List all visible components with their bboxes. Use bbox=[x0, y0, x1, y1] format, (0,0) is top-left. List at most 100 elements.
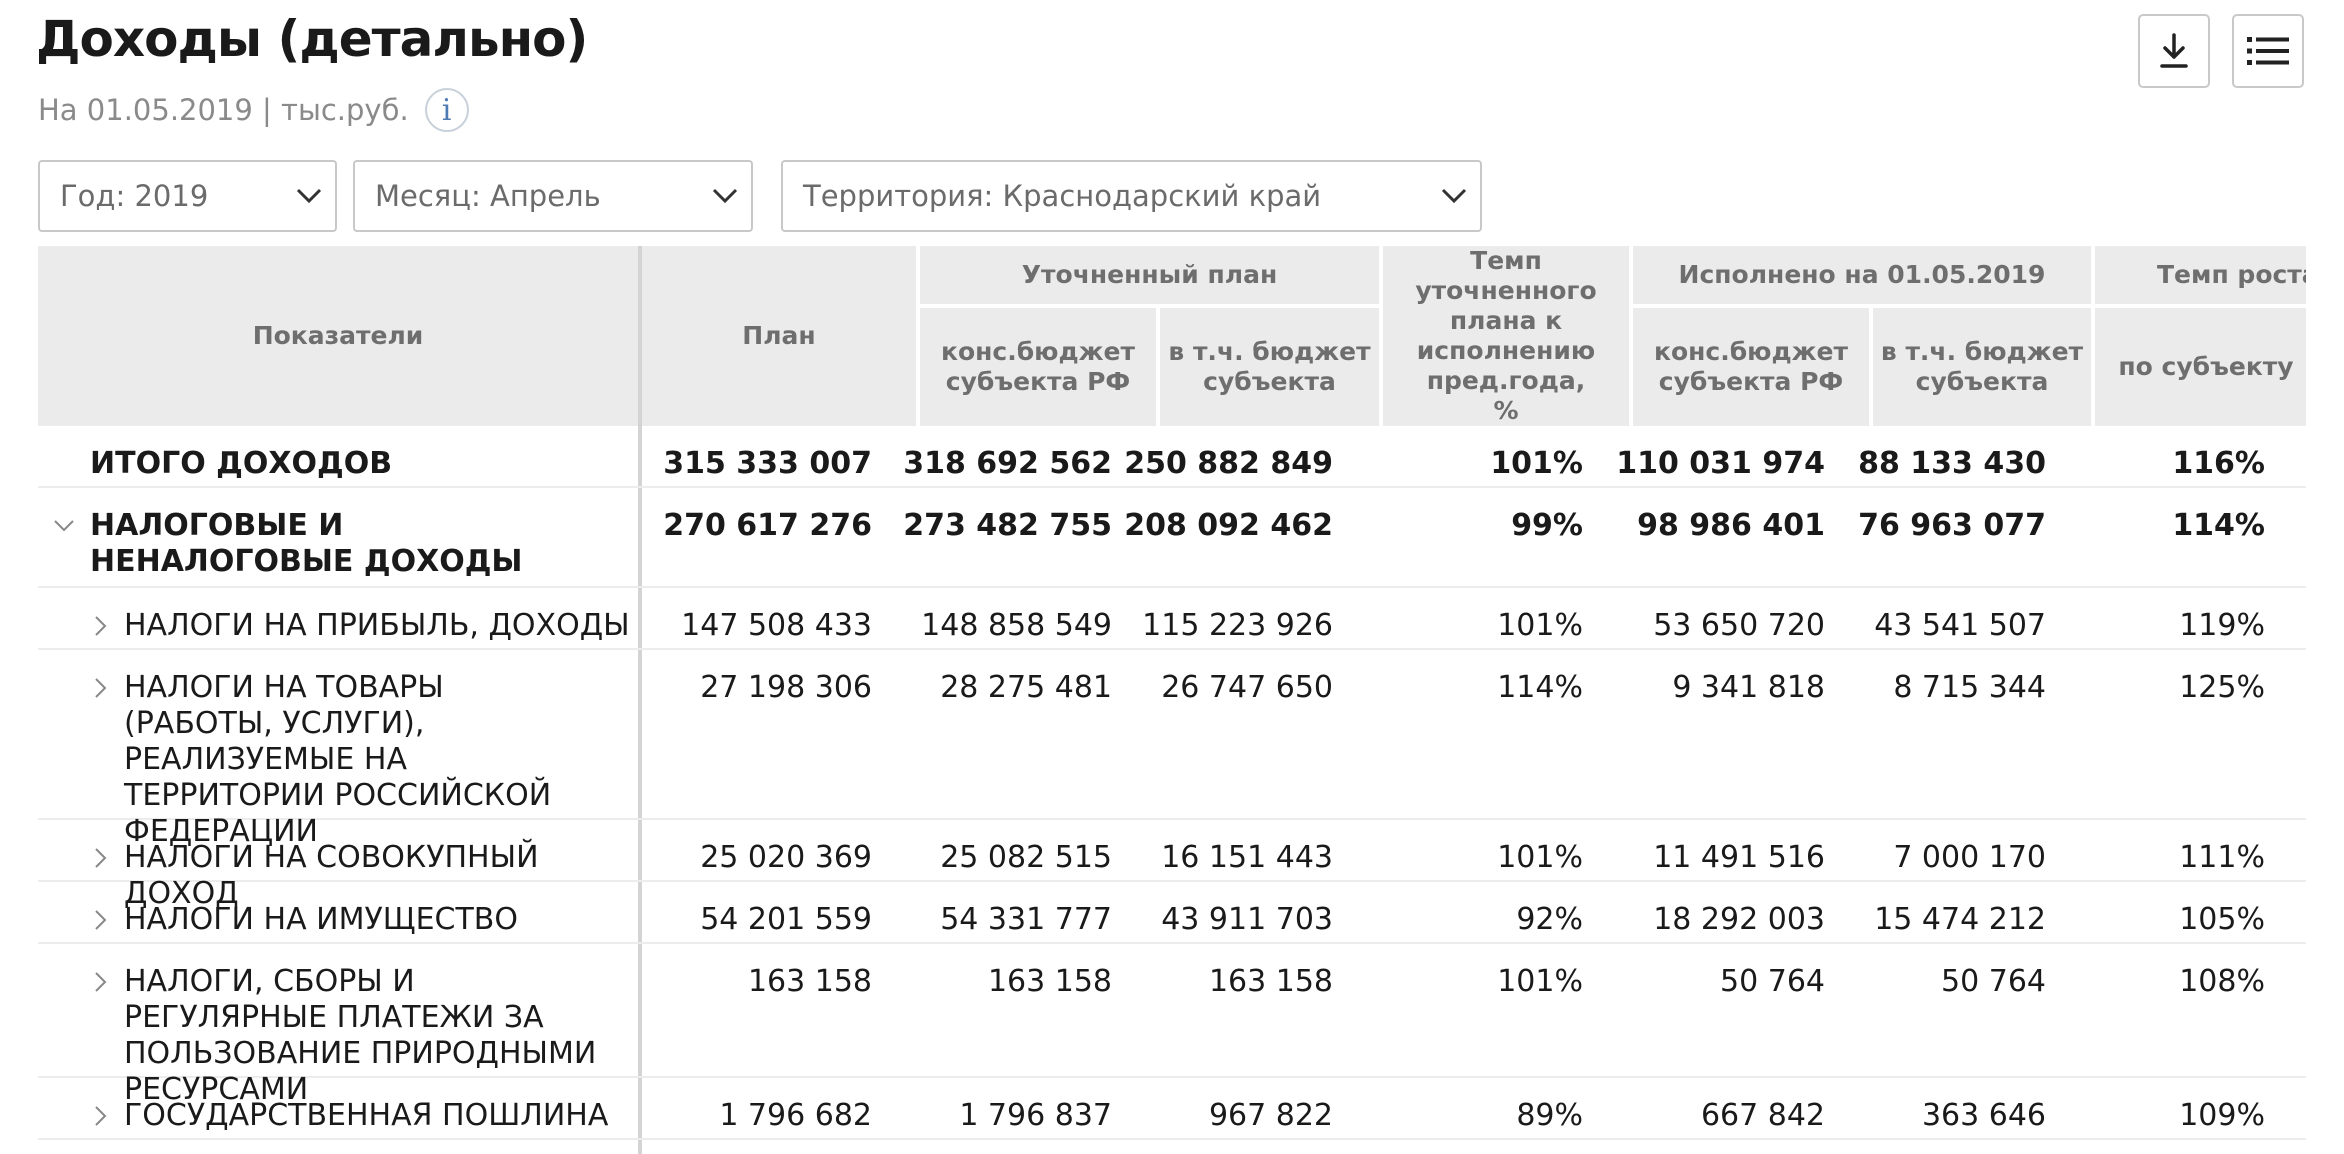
cell-e-incl: 363 646 bbox=[1921, 1098, 2046, 1133]
income-table: Показатели План Уточненный план конс.бюд… bbox=[38, 246, 2306, 1154]
cell-rate: 101% bbox=[1490, 446, 1583, 481]
table-row[interactable]: НАЛОГИ НА ИМУЩЕСТВО 54 201 559 54 331 777 4… bbox=[38, 882, 2306, 944]
cell-incl: 43 911 703 bbox=[1161, 902, 1333, 937]
cell-rate: 99% bbox=[1511, 508, 1583, 543]
cell-e-cons: 18 292 003 bbox=[1653, 902, 1825, 937]
year-select[interactable]: Год: 2019 bbox=[38, 160, 337, 232]
territory-select-value: Территория: Краснодарский край bbox=[803, 179, 1322, 213]
cell-cons: 273 482 755 bbox=[903, 508, 1112, 543]
cell-growth: 125% bbox=[2179, 670, 2265, 705]
cell-rate: 114% bbox=[1497, 670, 1583, 705]
cell-e-cons: 110 031 974 bbox=[1616, 446, 1825, 481]
chevron-right-icon[interactable] bbox=[88, 614, 112, 638]
col-rate-refined[interactable]: Темп уточненного плана к исполнению пред… bbox=[1383, 246, 1629, 426]
subtitle-text: На 01.05.2019 | тыс.руб. bbox=[38, 93, 409, 127]
cell-plan: 270 617 276 bbox=[663, 508, 872, 543]
cell-incl: 16 151 443 bbox=[1161, 840, 1333, 875]
chevron-right-icon[interactable] bbox=[88, 676, 112, 700]
col-refined-cons[interactable]: конс.бюджет субъекта РФ bbox=[920, 308, 1156, 426]
download-icon bbox=[2160, 33, 2188, 68]
month-select-value: Месяц: Апрель bbox=[375, 179, 601, 213]
cell-e-incl: 43 541 507 bbox=[1874, 608, 2046, 643]
list-icon bbox=[2247, 37, 2289, 65]
cell-cons: 148 858 549 bbox=[921, 608, 1112, 643]
col-plan[interactable]: План bbox=[642, 246, 916, 426]
year-select-value: Год: 2019 bbox=[60, 179, 209, 213]
cell-incl: 208 092 462 bbox=[1124, 508, 1333, 543]
cell-incl: 115 223 926 bbox=[1142, 608, 1333, 643]
col-group-refined-plan: Уточненный план bbox=[920, 246, 1379, 304]
cell-growth: 108% bbox=[2179, 964, 2265, 999]
table-row[interactable]: НАЛОГИ НА ПРИБЫЛЬ, ДОХОДЫ 147 508 433 148 … bbox=[38, 588, 2306, 650]
cell-incl: 250 882 849 bbox=[1124, 446, 1333, 481]
col-exec-cons[interactable]: конс.бюджет субъекта РФ bbox=[1633, 308, 1869, 426]
cell-cons: 318 692 562 bbox=[903, 446, 1112, 481]
frozen-column-divider bbox=[638, 246, 642, 1154]
cell-growth: 109% bbox=[2179, 1098, 2265, 1133]
cell-plan: 163 158 bbox=[747, 964, 872, 999]
month-select[interactable]: Месяц: Апрель bbox=[353, 160, 753, 232]
cell-plan: 147 508 433 bbox=[681, 608, 872, 643]
cell-cons: 54 331 777 bbox=[940, 902, 1112, 937]
chevron-down-icon[interactable] bbox=[52, 514, 76, 538]
col-exec-incl[interactable]: в т.ч. бюджет субъекта bbox=[1873, 308, 2091, 426]
chevron-down-icon bbox=[712, 188, 738, 204]
cell-cons: 28 275 481 bbox=[940, 670, 1112, 705]
chevron-right-icon[interactable] bbox=[88, 970, 112, 994]
cell-rate: 101% bbox=[1497, 608, 1583, 643]
col-indicators[interactable]: Показатели bbox=[38, 246, 638, 426]
cell-growth: 119% bbox=[2179, 608, 2265, 643]
cell-incl: 26 747 650 bbox=[1161, 670, 1333, 705]
cell-e-cons: 667 842 bbox=[1700, 1098, 1825, 1133]
cell-incl: 163 158 bbox=[1208, 964, 1333, 999]
cell-plan: 54 201 559 bbox=[700, 902, 872, 937]
cell-growth: 116% bbox=[2172, 446, 2265, 481]
row-name: НАЛОГИ НА СОВОКУПНЫЙ ДОХОД bbox=[124, 840, 539, 911]
chevron-down-icon bbox=[1441, 188, 1467, 204]
cell-growth: 105% bbox=[2179, 902, 2265, 937]
col-growth-subject[interactable]: по субъекту bbox=[2095, 308, 2306, 426]
cell-plan: 315 333 007 bbox=[663, 446, 872, 481]
cell-plan: 25 020 369 bbox=[700, 840, 872, 875]
chevron-right-icon[interactable] bbox=[88, 908, 112, 932]
row-name: ИТОГО ДОХОДОВ bbox=[90, 446, 393, 481]
cell-e-cons: 50 764 bbox=[1720, 964, 1825, 999]
cell-incl: 967 822 bbox=[1208, 1098, 1333, 1133]
table-row[interactable]: НАЛОГИ НА ТОВАРЫ (РАБОТЫ, УСЛУГИ), РЕАЛИ… bbox=[38, 650, 2306, 849]
cell-rate: 92% bbox=[1516, 902, 1583, 937]
cell-e-incl: 76 963 077 bbox=[1858, 508, 2046, 543]
chevron-right-icon[interactable] bbox=[88, 1104, 112, 1128]
cell-rate: 101% bbox=[1497, 840, 1583, 875]
row-name: НАЛОГИ НА ТОВАРЫ (РАБОТЫ, УСЛУГИ), РЕАЛИ… bbox=[124, 670, 552, 849]
cell-growth: 111% bbox=[2179, 840, 2265, 875]
cell-e-cons: 9 341 818 bbox=[1672, 670, 1825, 705]
table-row[interactable]: ГОСУДАРСТВЕННАЯ ПОШЛИНА 1 796 682 1 796 83… bbox=[38, 1078, 2306, 1140]
page-title: Доходы (детально) bbox=[36, 10, 588, 68]
table-header: Показатели План Уточненный план конс.бюд… bbox=[38, 246, 2306, 426]
row-name: НАЛОГИ НА ИМУЩЕСТВО bbox=[124, 902, 518, 937]
cell-e-cons: 11 491 516 bbox=[1653, 840, 1825, 875]
cell-e-cons: 53 650 720 bbox=[1653, 608, 1825, 643]
cell-cons: 163 158 bbox=[987, 964, 1112, 999]
cell-e-incl: 15 474 212 bbox=[1874, 902, 2046, 937]
table-row[interactable]: НАЛОГИ НА СОВОКУПНЫЙ ДОХОД 25 020 369 25 0… bbox=[38, 820, 2306, 911]
territory-select[interactable]: Территория: Краснодарский край bbox=[781, 160, 1482, 232]
row-name: ГОСУДАРСТВЕННАЯ ПОШЛИНА bbox=[124, 1098, 609, 1133]
col-refined-incl[interactable]: в т.ч. бюджет субъекта bbox=[1160, 308, 1379, 426]
cell-e-incl: 50 764 bbox=[1941, 964, 2046, 999]
chevron-down-icon bbox=[296, 188, 322, 204]
cell-growth: 114% bbox=[2172, 508, 2265, 543]
col-group-executed: Исполнено на 01.05.2019 bbox=[1633, 246, 2091, 304]
cell-rate: 89% bbox=[1516, 1098, 1583, 1133]
download-button[interactable] bbox=[2138, 14, 2210, 88]
cell-plan: 27 198 306 bbox=[700, 670, 872, 705]
chevron-right-icon[interactable] bbox=[88, 846, 112, 870]
list-menu-button[interactable] bbox=[2232, 14, 2304, 88]
table-row[interactable]: НАЛОГОВЫЕ И НЕНАЛОГОВЫЕ ДОХОДЫ 270 617 27… bbox=[38, 488, 2306, 588]
cell-e-incl: 88 133 430 bbox=[1858, 446, 2046, 481]
cell-cons: 25 082 515 bbox=[940, 840, 1112, 875]
page-subtitle: На 01.05.2019 | тыс.руб. i bbox=[38, 88, 469, 132]
info-icon[interactable]: i bbox=[424, 88, 469, 132]
table-row[interactable]: НАЛОГИ, СБОРЫ И РЕГУЛЯРНЫЕ ПЛАТЕЖИ ЗА ПО… bbox=[38, 944, 2306, 1107]
cell-rate: 101% bbox=[1497, 964, 1583, 999]
